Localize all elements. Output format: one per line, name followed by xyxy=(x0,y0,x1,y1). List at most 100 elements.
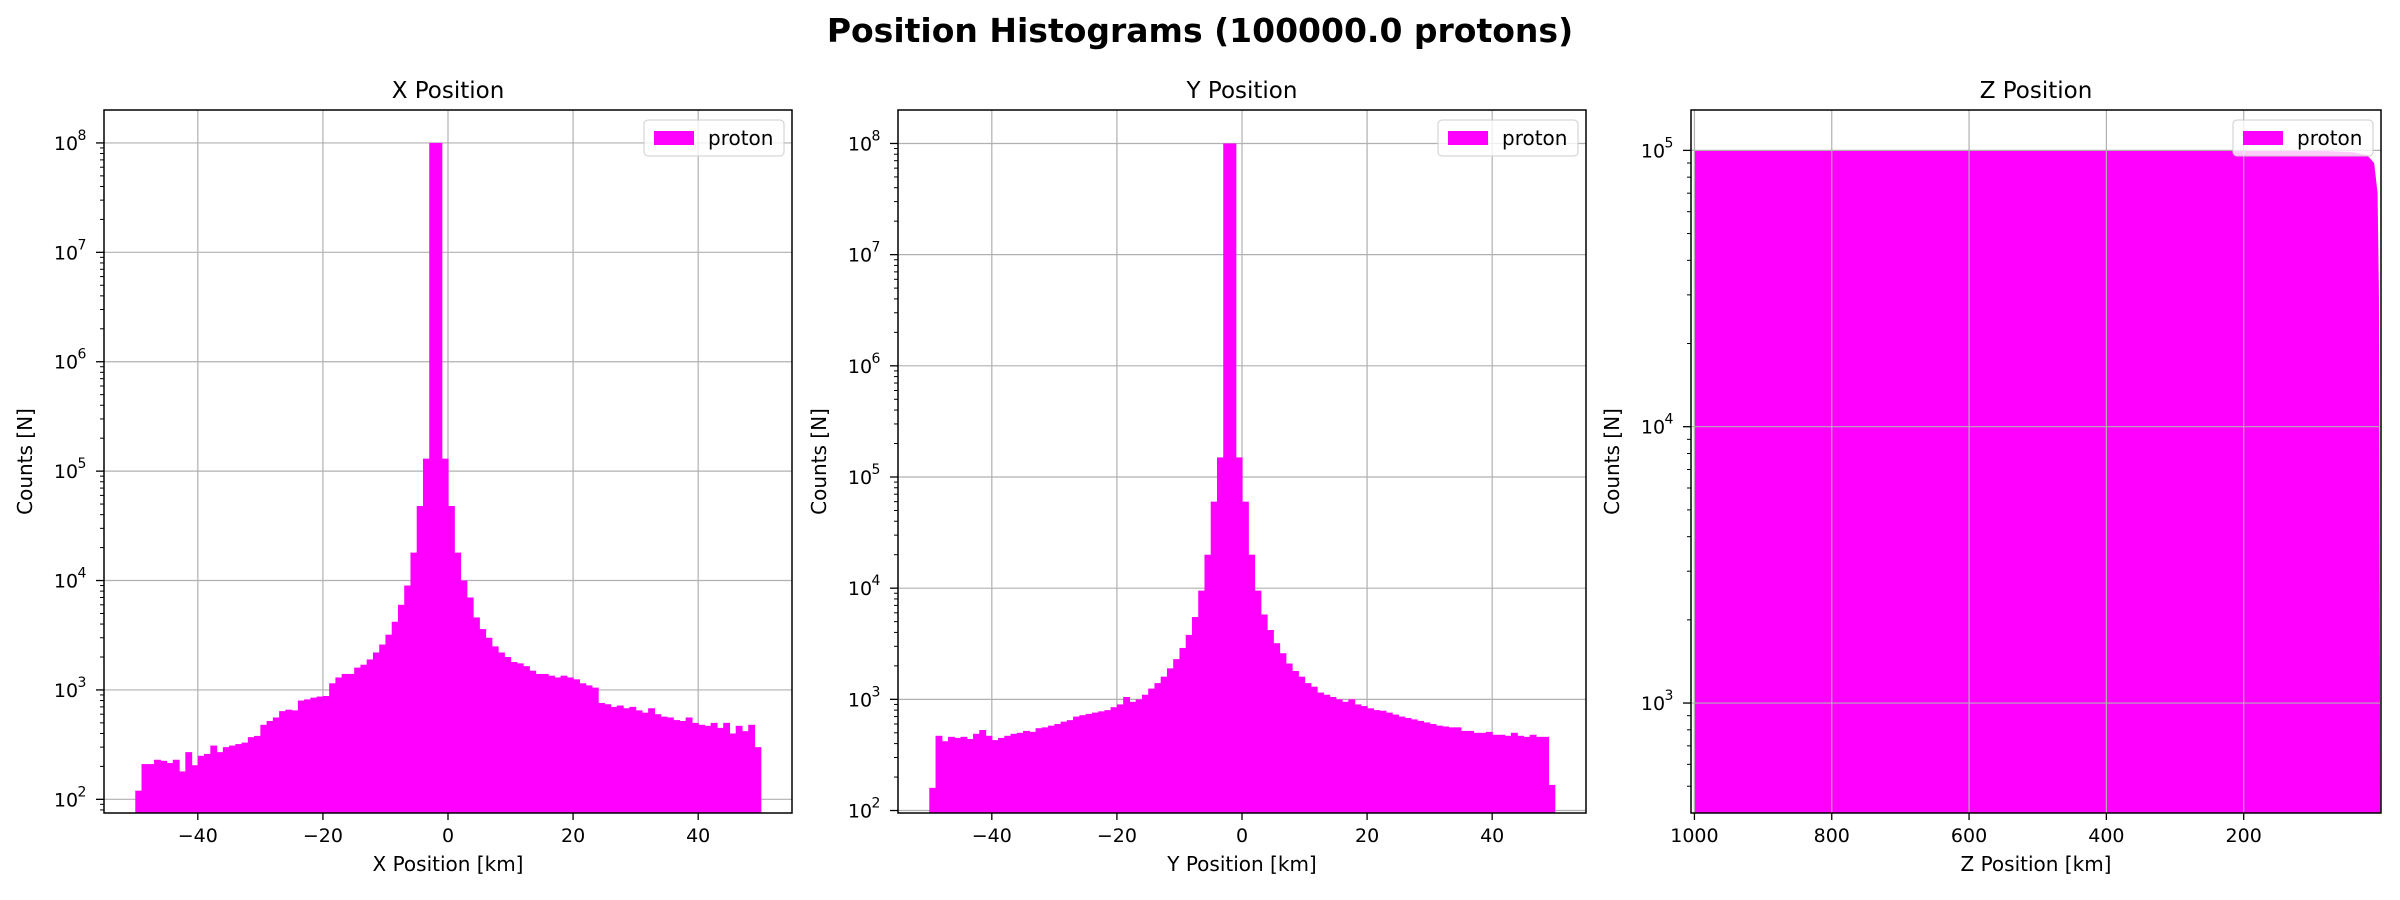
histogram-bar xyxy=(329,683,337,813)
grid xyxy=(1691,110,2381,813)
histogram-bar xyxy=(1048,725,1055,813)
x-tick-label: 600 xyxy=(1951,825,1987,847)
histogram-bar xyxy=(1035,728,1043,813)
y-tick-label: 10 xyxy=(54,461,78,483)
histogram-bar xyxy=(729,733,737,813)
histogram-bar xyxy=(354,667,362,813)
histogram-bar xyxy=(335,677,343,813)
histogram-bar xyxy=(1542,736,1550,813)
histogram-bar xyxy=(1335,699,1343,813)
histogram-bar xyxy=(1216,457,1224,813)
histogram-bar xyxy=(1010,733,1018,813)
histogram-bar xyxy=(998,737,1005,813)
histogram-bar xyxy=(385,634,393,813)
histogram-bar xyxy=(366,659,374,813)
histogram-bar xyxy=(1054,724,1062,813)
histogram-bar xyxy=(285,709,293,813)
histogram-bar xyxy=(716,727,724,813)
legend-swatch xyxy=(654,131,694,145)
x-tick-label: 0 xyxy=(1236,825,1248,847)
y-tick-exponent: 7 xyxy=(872,240,881,256)
histogram-bar xyxy=(985,735,993,813)
y-tick-label: 10 xyxy=(848,689,872,711)
y-tick-label: 10 xyxy=(848,578,872,600)
histogram-bar xyxy=(1479,732,1487,813)
histogram-bar xyxy=(579,683,587,813)
histogram-bar xyxy=(429,142,437,814)
histogram-bar xyxy=(360,664,368,813)
histogram-bar xyxy=(1123,696,1131,813)
histogram-bar xyxy=(1273,643,1281,813)
histogram-bar xyxy=(1310,686,1318,813)
y-tick-label: 10 xyxy=(848,133,872,155)
histogram-bar xyxy=(1548,784,1556,813)
histogram-bar xyxy=(1304,683,1312,813)
histogram-bar xyxy=(516,663,524,813)
histogram-bar xyxy=(1129,701,1137,813)
histogram-bar xyxy=(260,724,268,813)
histogram-bar xyxy=(397,604,405,813)
histogram-bar xyxy=(691,722,699,813)
histogram-bar xyxy=(1460,730,1468,813)
histogram-bar xyxy=(141,764,149,813)
histogram-bar xyxy=(347,673,355,813)
histogram-bar xyxy=(172,759,180,813)
y-tick-label: 10 xyxy=(54,571,78,593)
histogram-bar xyxy=(1523,736,1531,813)
histogram-bar xyxy=(1417,720,1424,813)
y-axis-label: Counts [N] xyxy=(807,408,831,515)
histogram-bar xyxy=(1085,713,1093,813)
histogram-bar xyxy=(179,771,186,813)
histogram-bar xyxy=(1204,554,1212,813)
legend-box xyxy=(643,119,785,157)
histogram-bar xyxy=(1504,735,1512,813)
histogram-bar xyxy=(1267,630,1274,813)
histogram-bar xyxy=(1492,734,1500,813)
x-tick-label: −40 xyxy=(178,825,218,847)
histogram-bar xyxy=(204,753,211,813)
histogram-bar xyxy=(1073,716,1080,813)
histogram-bar xyxy=(498,652,505,813)
histogram-bar xyxy=(266,721,274,813)
histogram-bar xyxy=(1404,717,1412,813)
histogram-bar xyxy=(679,721,687,813)
y-tick-label: 10 xyxy=(848,467,872,489)
histogram-bar xyxy=(322,696,330,813)
histogram-bar xyxy=(1173,659,1181,813)
x-tick-label: 40 xyxy=(1480,825,1504,847)
y-axis-label: Counts [N] xyxy=(13,408,37,515)
y-tick-label: 10 xyxy=(848,356,872,378)
histogram-bar xyxy=(1298,676,1306,813)
histogram-bar xyxy=(510,662,518,813)
histogram-bar xyxy=(1141,694,1149,813)
histogram-bar xyxy=(310,697,318,813)
y-tick-exponent: 8 xyxy=(872,128,881,144)
histogram-bar xyxy=(754,747,762,813)
histogram-bar xyxy=(291,710,299,813)
legend-label: proton xyxy=(1502,126,1567,150)
histogram-bar xyxy=(1529,734,1537,813)
histogram-bar xyxy=(448,506,455,813)
histogram-bar xyxy=(1454,727,1462,813)
histogram-bar xyxy=(404,585,412,813)
x-tick-label: 400 xyxy=(2088,825,2124,847)
y-tick-label: 10 xyxy=(1641,417,1665,439)
histogram-bar xyxy=(272,717,280,813)
histogram-bar xyxy=(485,637,493,813)
histogram-bar xyxy=(1342,701,1349,813)
x-axis-label: Z Position [km] xyxy=(1961,852,2112,876)
histogram-bar xyxy=(460,580,468,813)
histogram-bar xyxy=(960,736,968,813)
histogram-bar xyxy=(279,711,286,813)
histogram-bar xyxy=(929,787,937,813)
x-tick-label: 40 xyxy=(686,825,710,847)
histogram-bar xyxy=(610,706,618,813)
y-tick-label: 10 xyxy=(54,133,78,155)
y-tick-exponent: 4 xyxy=(872,573,881,589)
y-tick-exponent: 6 xyxy=(78,347,87,363)
histogram-bar xyxy=(673,720,681,813)
